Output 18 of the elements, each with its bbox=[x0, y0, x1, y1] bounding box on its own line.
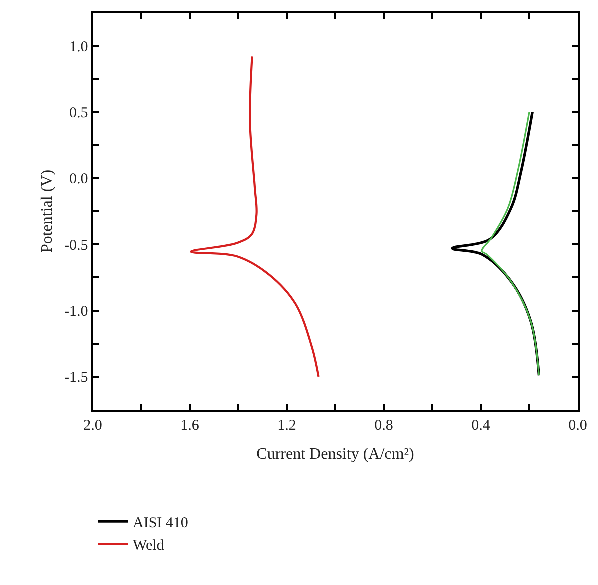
line-series bbox=[190, 56, 320, 378]
legend-label: AISI 410 bbox=[133, 515, 188, 532]
x-tick-label: 1.2 bbox=[278, 418, 296, 434]
y-tick-label: 0.5 bbox=[70, 106, 88, 122]
y-tick-label: -1.5 bbox=[64, 370, 88, 386]
line-series bbox=[481, 111, 540, 376]
y-axis-title: Potential (V) bbox=[38, 170, 56, 254]
x-tick-label: 1.6 bbox=[180, 418, 200, 434]
x-tick-label: 0.0 bbox=[568, 418, 588, 434]
y-tick-label: 1.0 bbox=[70, 39, 88, 56]
y-tick-label: -1.0 bbox=[64, 304, 88, 320]
x-axis-title: Current Density (A/cm²) bbox=[256, 446, 414, 463]
y-tick-label: -0.5 bbox=[64, 238, 88, 254]
y-tick-label: 0.0 bbox=[70, 172, 88, 188]
legend-label: Weld bbox=[133, 538, 165, 554]
x-tick-label: 0.8 bbox=[374, 418, 394, 434]
x-tick-label: 2.0 bbox=[84, 418, 102, 434]
x-tick-label: 0.4 bbox=[472, 418, 491, 434]
